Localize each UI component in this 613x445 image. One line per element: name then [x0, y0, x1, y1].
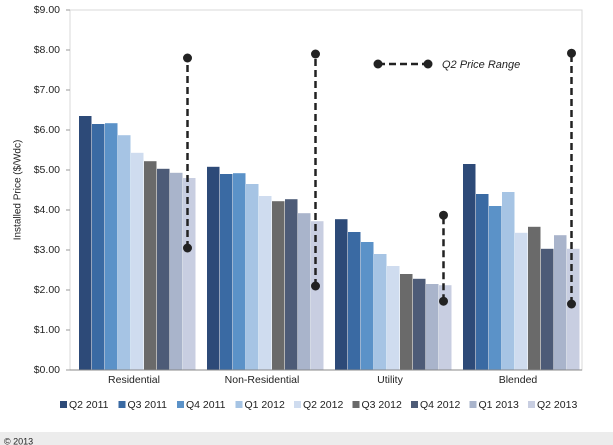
bar [272, 201, 285, 370]
bar [489, 206, 502, 370]
bar [476, 194, 489, 370]
x-tick-label: Non-Residential [225, 374, 300, 386]
legend-label: Q2 2013 [537, 399, 577, 411]
bar [183, 178, 196, 370]
range-low [311, 281, 320, 291]
bar [170, 172, 183, 370]
range-low [567, 299, 576, 309]
legend-label: Q3 2012 [362, 399, 402, 411]
y-tick-label: $2.00 [34, 284, 60, 296]
bar [335, 219, 348, 370]
legend-label: Q1 2013 [479, 399, 519, 411]
bar [285, 199, 298, 370]
legend-swatch [235, 401, 243, 408]
bar [567, 248, 580, 370]
bar [79, 116, 92, 370]
legend-label: Q3 2011 [128, 399, 168, 411]
legend-range-dot [373, 59, 383, 69]
y-tick-label: $3.00 [34, 244, 60, 256]
bar [554, 235, 567, 370]
x-tick-label: Residential [108, 374, 160, 386]
y-tick-label: $1.00 [34, 324, 60, 336]
bar [144, 161, 157, 370]
bar [131, 152, 144, 370]
bar [92, 124, 105, 370]
y-tick-label: $0.00 [34, 364, 60, 376]
legend-label: Q2 2011 [69, 399, 109, 411]
legend-label: Q4 2011 [186, 399, 226, 411]
legend-swatch [528, 401, 535, 408]
bar [311, 221, 324, 370]
legend-swatch [469, 401, 477, 408]
bar [157, 168, 170, 370]
bar [207, 166, 220, 370]
legend-swatch [60, 401, 67, 408]
bar [515, 232, 528, 370]
bar [246, 184, 259, 370]
bar [259, 196, 272, 370]
bar [463, 164, 476, 370]
y-tick-label: $8.00 [34, 44, 60, 56]
range-low [439, 296, 448, 306]
bar [374, 254, 387, 370]
y-tick-label: $4.00 [34, 204, 60, 216]
bar [541, 248, 554, 370]
legend-label: Q2 Price Range [442, 59, 520, 71]
y-tick-label: $5.00 [34, 164, 60, 176]
range-high [311, 49, 320, 59]
footer-text: © 2013 [4, 436, 33, 445]
bar [348, 232, 361, 370]
y-axis-label: Installed Price ($/Wdc) [13, 140, 24, 241]
footer-bar [0, 432, 613, 445]
bar [361, 242, 374, 370]
range-low [183, 243, 192, 253]
legend-range-dot [423, 59, 433, 69]
bar [220, 174, 233, 370]
bar [400, 274, 413, 370]
y-tick-label: $9.00 [34, 4, 60, 16]
bar [413, 278, 426, 370]
legend-label: Q4 2012 [420, 399, 460, 411]
bar [502, 192, 515, 370]
legend-swatch [352, 401, 360, 408]
legend-swatch [118, 401, 126, 408]
range-high [567, 48, 576, 58]
bar [387, 266, 400, 370]
bar [528, 226, 541, 370]
legend-swatch [294, 401, 301, 408]
range-high [183, 53, 192, 63]
legend-swatch [177, 401, 184, 408]
bar [298, 213, 311, 370]
legend-label: Q1 2012 [245, 399, 285, 411]
x-tick-label: Blended [499, 374, 538, 386]
bar [233, 173, 246, 370]
y-tick-label: $7.00 [34, 84, 60, 96]
y-tick-label: $6.00 [34, 124, 60, 136]
bar [439, 285, 452, 370]
x-tick-label: Utility [377, 374, 403, 386]
legend-label: Q2 2012 [303, 399, 343, 411]
bar [426, 284, 439, 370]
range-high [439, 210, 448, 220]
bar [105, 123, 118, 370]
legend-swatch [411, 401, 418, 408]
bar [118, 135, 131, 370]
